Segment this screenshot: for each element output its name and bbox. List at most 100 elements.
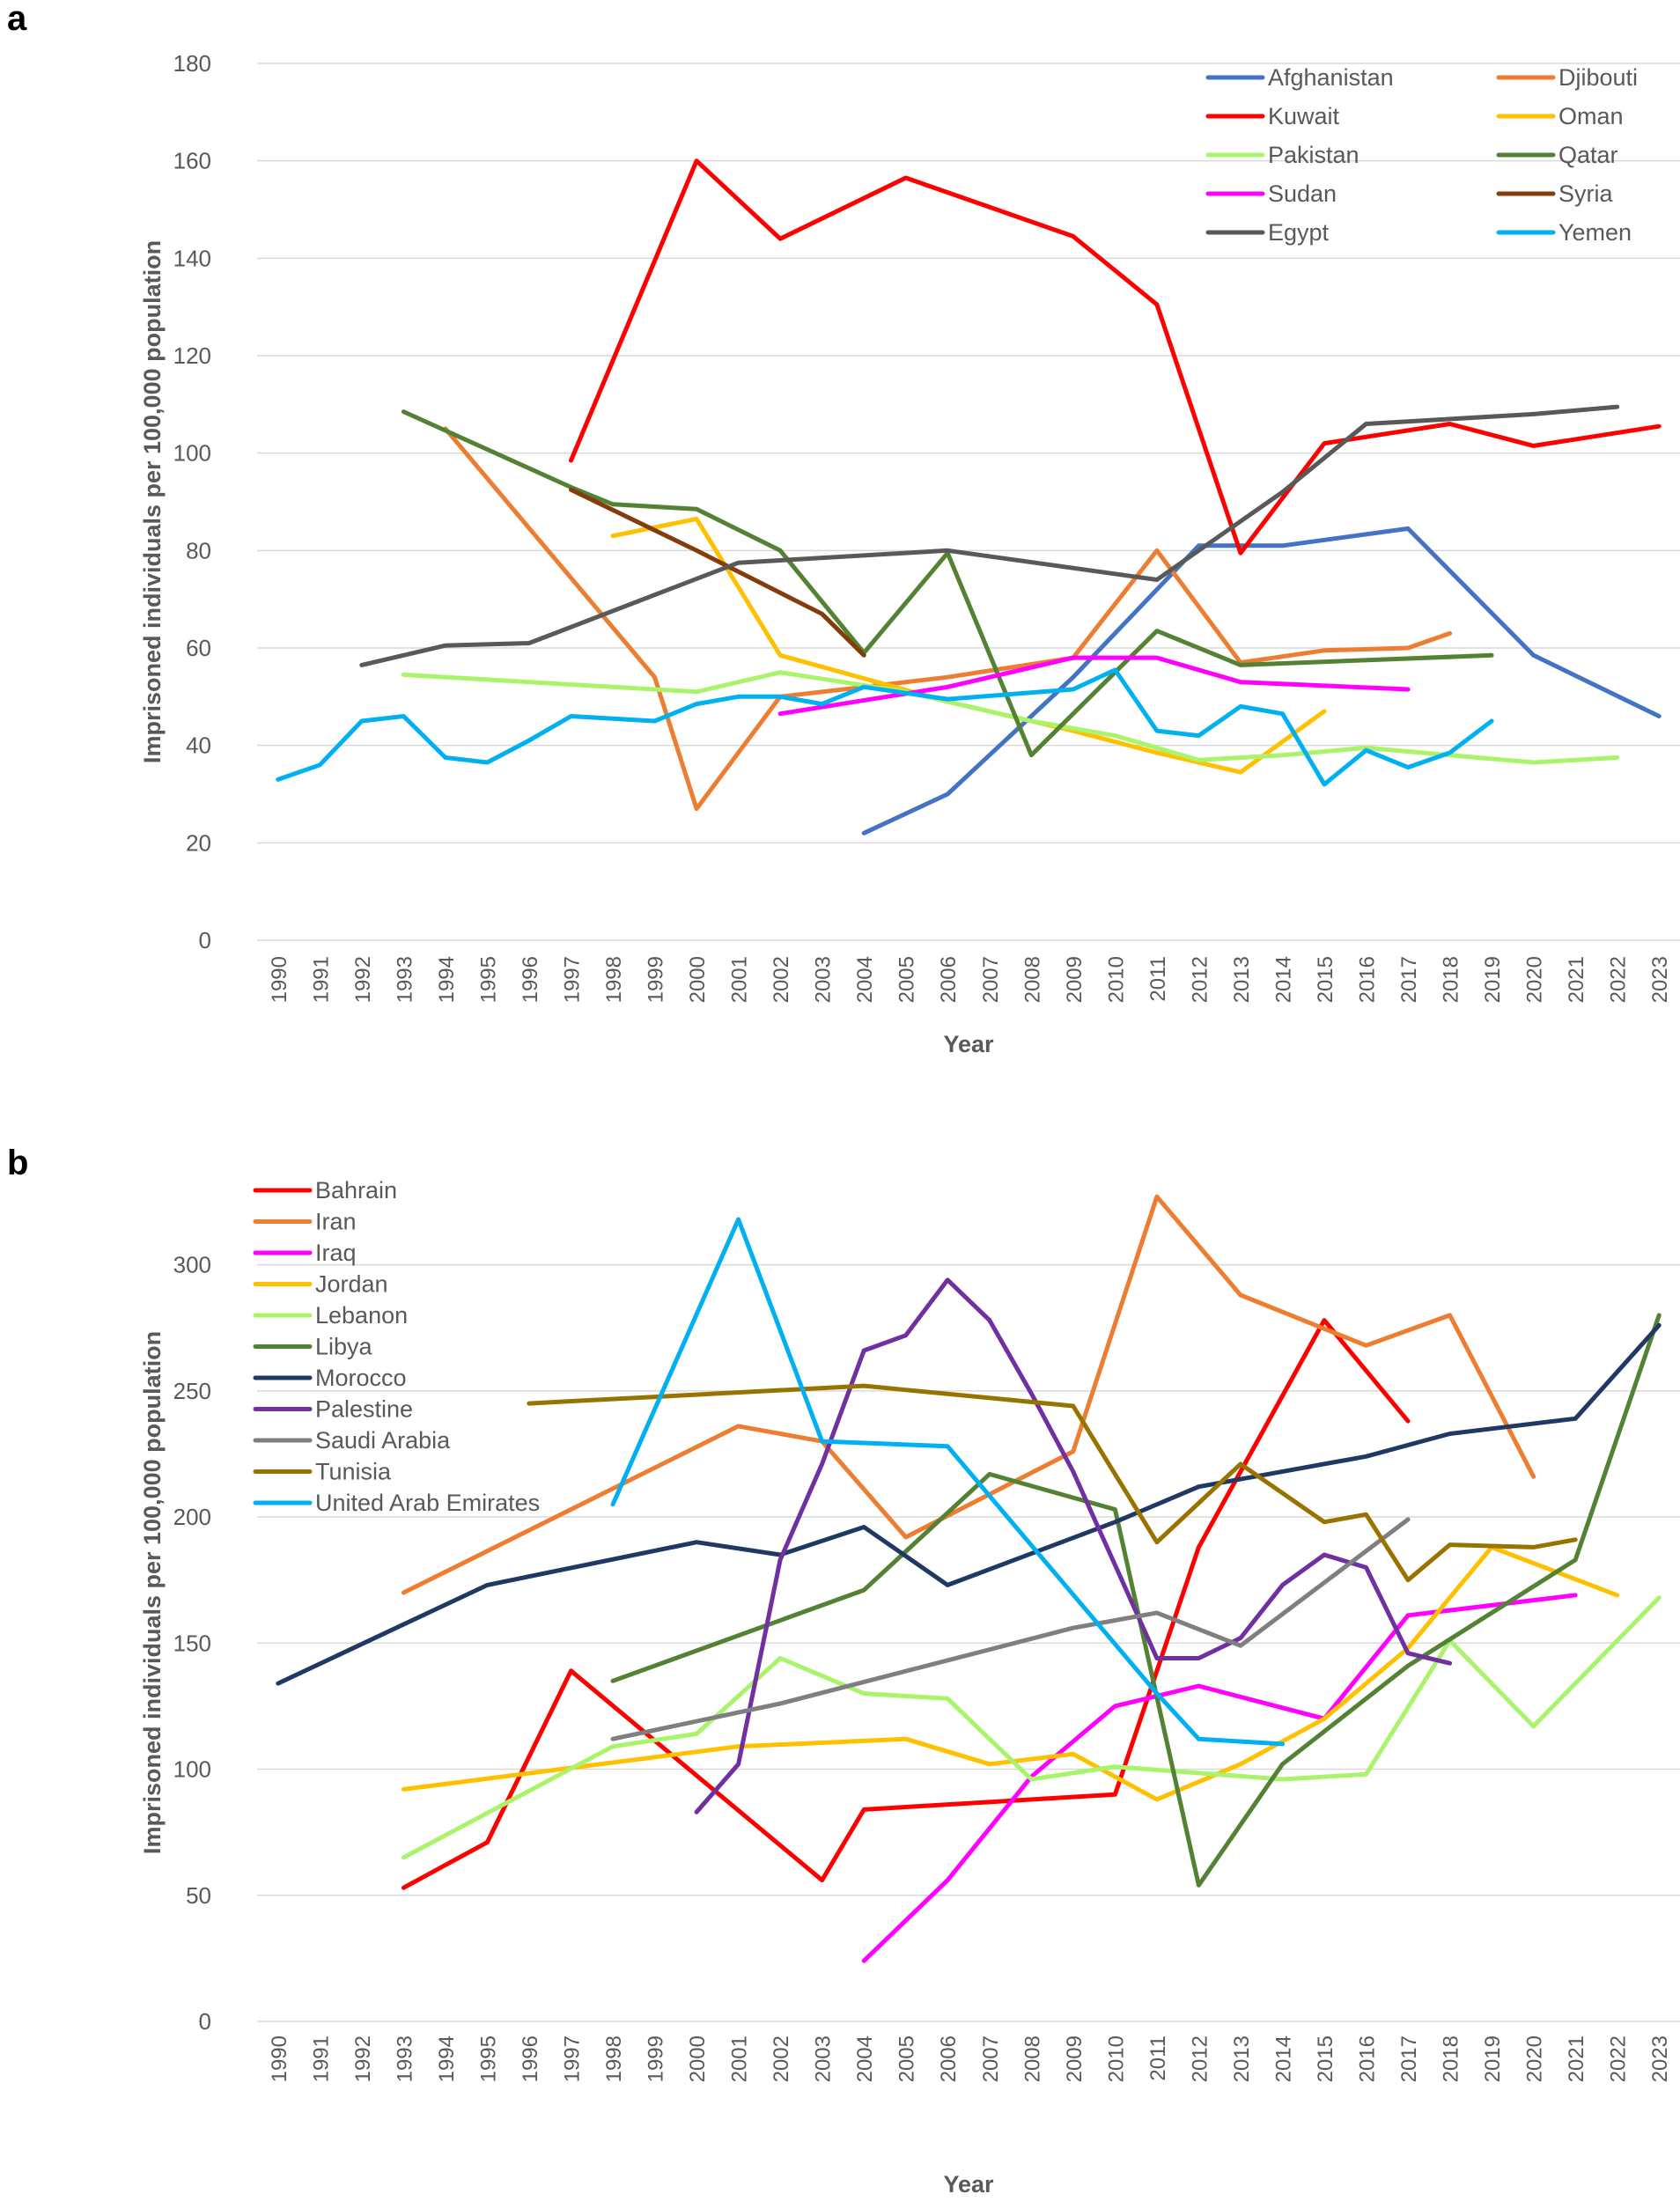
chart-b-xtick-label: 2021	[1565, 2035, 1588, 2082]
chart-a-xtick-label: 2018	[1440, 956, 1463, 1003]
panel-label-b: b	[7, 1144, 28, 1182]
series-line-jordan	[401, 1544, 1620, 1802]
chart-b-ytick-label: 50	[186, 1882, 211, 1909]
chart-a-xtick-label: 2023	[1648, 956, 1672, 1003]
series-line-egypt	[359, 404, 1620, 667]
chart-a-xtick-label: 2005	[895, 956, 919, 1003]
series-line-kuwait	[569, 158, 1662, 556]
series-line-tunisia	[527, 1383, 1578, 1583]
chart-a-xtick-label: 1996	[519, 956, 542, 1003]
chart-b-xtick-label: 2012	[1188, 2035, 1212, 2082]
chart-a-xtick-label: 2014	[1271, 956, 1295, 1003]
chart-a-ytick-label: 180	[173, 50, 211, 77]
chart-a-xtick-label: 2000	[686, 956, 710, 1003]
chart-a-xtick-label: 2022	[1607, 956, 1631, 1003]
legend-label-oman: Oman	[1558, 103, 1624, 129]
chart-a-ytick-label: 160	[173, 148, 211, 174]
chart-a-ytick-label: 80	[186, 537, 211, 563]
chart-a-ytick-label: 20	[186, 829, 211, 856]
chart-a-xtick-label: 2012	[1188, 956, 1212, 1003]
legend-label-afghanistan: Afghanistan	[1268, 64, 1394, 91]
legend-label-palestine: Palestine	[315, 1396, 413, 1423]
chart-a: a 0 20 40 60 80 100 120 140 160 180 1990 1991 1992 19…	[7, 0, 1680, 1057]
chart-a-ytick-label: 100	[173, 440, 211, 467]
legend-label-morocco: Morocco	[315, 1365, 407, 1391]
chart-a-ytick-label: 0	[199, 927, 211, 953]
chart-b-xtick-label: 2023	[1648, 2035, 1672, 2082]
chart-a-xtick-label: 1998	[602, 956, 626, 1003]
legend-label-bahrain: Bahrain	[315, 1177, 397, 1204]
chart-b-xtick-label: 2009	[1063, 2035, 1087, 2082]
chart-b-xtick-label: 1990	[268, 2035, 291, 2082]
chart-b-xtick-label: 2002	[770, 2035, 793, 2082]
legend-label-iraq: Iraq	[315, 1240, 357, 1266]
legend-label-qatar: Qatar	[1558, 142, 1618, 168]
chart-a-xtick-label: 2013	[1230, 956, 1254, 1003]
chart-a-ytick-label: 140	[173, 245, 211, 271]
chart-a-xtick-label: 2015	[1314, 956, 1337, 1003]
chart-b-xtick-label: 1991	[309, 2035, 333, 2082]
chart-b-xtick-label: 2015	[1314, 2035, 1337, 2082]
chart-b-xtick-label: 2017	[1397, 2035, 1421, 2082]
legend-label-jordan: Jordan	[315, 1271, 388, 1298]
series-line-syria	[569, 487, 866, 658]
chart-a-xtick-label: 2011	[1146, 956, 1170, 1002]
legend-label-yemen: Yemen	[1558, 219, 1632, 246]
chart-a-ytick-label: 60	[186, 635, 211, 661]
panel-label-a: a	[7, 0, 27, 38]
chart-a-y-axis-title: Imprisoned individuals per 100,000 popul…	[139, 240, 166, 763]
series-line-morocco	[276, 1322, 1662, 1686]
legend-label-libya: Libya	[315, 1334, 373, 1360]
chart-b-xtick-label: 1993	[393, 2035, 416, 2082]
chart-a-xtick-label: 1990	[268, 956, 291, 1003]
chart-a-xtick-label: 2001	[728, 956, 752, 1003]
chart-b-xtick-label: 2014	[1271, 2035, 1295, 2082]
chart-b-xtick-label: 1996	[519, 2035, 542, 2082]
chart-a-xtick-label: 2007	[979, 956, 1003, 1003]
legend-label-tunisia: Tunisia	[315, 1459, 392, 1485]
series-line-united-arab-emirates	[610, 1217, 1285, 1747]
chart-b-y-axis-title: Imprisoned individuals per 100,000 popul…	[139, 1331, 166, 1854]
chart-b-xtick-label: 1997	[560, 2035, 584, 2082]
series-line-libya	[610, 1313, 1662, 1888]
legend-label-united-arab-emirates: United Arab Emirates	[315, 1490, 540, 1516]
legend-label-iran: Iran	[315, 1209, 357, 1235]
chart-b-xtick-label: 2007	[979, 2035, 1003, 2082]
chart-a-xtick-label: 2019	[1481, 956, 1505, 1003]
chart-a-xtick-label: 1992	[351, 956, 375, 1003]
chart-a-xtick-label: 2016	[1356, 956, 1380, 1003]
chart-b-xtick-label: 2001	[728, 2035, 752, 2082]
chart-b-ytick-label: 150	[173, 1630, 211, 1656]
chart-b-xtick-label: 2000	[686, 2035, 710, 2082]
chart-b-ytick-label: 0	[199, 2008, 211, 2035]
chart-b-xtick-label: 2003	[812, 2035, 836, 2082]
chart-a-xtick-label: 1995	[476, 956, 500, 1003]
series-line-afghanistan	[861, 526, 1662, 835]
chart-a-xtick-label: 2010	[1104, 956, 1128, 1003]
chart-a-xtick-label: 2009	[1063, 956, 1087, 1003]
chart-a-xtick-label: 1999	[645, 956, 668, 1003]
chart-a-ytick-label: 120	[173, 342, 211, 369]
chart-b-xtick-label: 2022	[1607, 2035, 1631, 2082]
chart-a-xtick-label: 1991	[309, 956, 333, 1003]
legend-label-saudi-arabia: Saudi Arabia	[315, 1427, 451, 1454]
chart-a-xtick-label: 2003	[812, 956, 836, 1003]
chart-a-xtick-label: 2017	[1397, 956, 1421, 1003]
chart-a-xtick-label: 2021	[1565, 956, 1588, 1003]
chart-a-ytick-label: 40	[186, 732, 211, 759]
legend-label-syria: Syria	[1558, 180, 1613, 207]
chart-a-xtick-label: 1993	[393, 956, 416, 1003]
chart-b-xtick-label: 2010	[1104, 2035, 1128, 2082]
chart-b: b 0 50 100 150 200 250 300 1990 1991 1992 1993 1994…	[7, 1144, 1680, 2197]
chart-b-x-axis-title: Year	[943, 2171, 994, 2197]
series-line-yemen	[276, 667, 1494, 787]
series-line-bahrain	[401, 1318, 1411, 1890]
series-line-pakistan	[401, 670, 1620, 765]
chart-b-xtick-label: 2006	[937, 2035, 961, 2082]
chart-b-xtick-label: 1992	[351, 2035, 375, 2082]
chart-b-xtick-label: 2008	[1021, 2035, 1044, 2082]
chart-b-ytick-label: 250	[173, 1378, 211, 1404]
chart-b-ytick-label: 200	[173, 1504, 211, 1530]
chart-b-xtick-label: 2013	[1230, 2035, 1254, 2082]
